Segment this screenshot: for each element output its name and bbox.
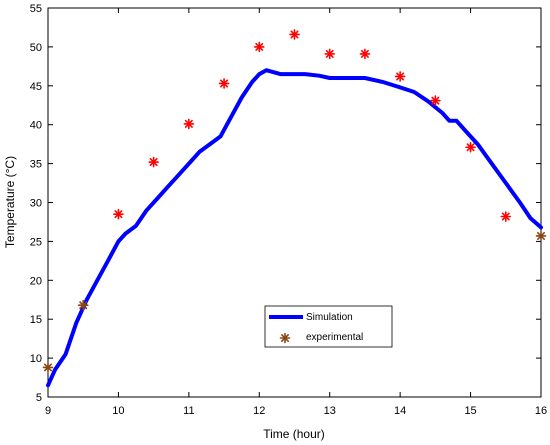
y-tick-label: 35 <box>30 159 42 171</box>
legend-experimental-marker <box>279 332 291 344</box>
y-tick-label: 55 <box>30 3 42 15</box>
legend-experimental-label: experimental <box>306 332 363 343</box>
x-axis: 9 10 11 12 13 14 15 16 <box>45 8 547 417</box>
y-tick-label: 40 <box>30 120 42 132</box>
data-point <box>77 299 89 311</box>
y-tick-label: 10 <box>30 353 42 365</box>
y-axis: 5 10 15 20 25 30 35 40 45 50 55 <box>30 3 541 404</box>
data-point <box>394 71 406 82</box>
y-tick-label: 50 <box>30 42 42 54</box>
data-point <box>465 141 476 153</box>
data-point <box>218 78 230 89</box>
data-point <box>148 156 159 168</box>
data-point <box>324 48 336 60</box>
y-tick-label: 5 <box>36 392 42 404</box>
data-point <box>500 211 512 222</box>
y-tick-label: 20 <box>30 275 42 287</box>
data-point <box>183 118 195 130</box>
x-tick-label: 12 <box>253 405 265 417</box>
x-tick-label: 9 <box>45 405 51 417</box>
data-point <box>359 48 371 60</box>
legend: Simulation experimental <box>264 305 393 348</box>
x-tick-label: 16 <box>535 405 547 417</box>
data-point <box>42 362 54 373</box>
y-tick-label: 30 <box>30 198 42 210</box>
data-point <box>289 29 300 40</box>
y-tick-label: 15 <box>30 314 42 326</box>
legend-simulation-label: Simulation <box>306 312 353 323</box>
data-point <box>279 332 291 344</box>
series-line-simulation <box>46 68 543 388</box>
x-tick-label: 13 <box>324 405 336 417</box>
y-axis-title: Temperature (°C) <box>3 156 17 248</box>
x-tick-label: 10 <box>112 405 124 417</box>
x-tick-label: 15 <box>464 405 476 417</box>
x-tick-label: 11 <box>183 405 194 417</box>
series-layer <box>42 29 547 388</box>
y-tick-label: 25 <box>30 236 42 248</box>
y-tick-label: 45 <box>30 81 42 93</box>
data-point <box>430 95 441 106</box>
data-point <box>535 230 547 242</box>
data-point <box>253 41 265 53</box>
x-axis-title: Time (hour) <box>263 427 325 441</box>
x-tick-label: 14 <box>394 405 406 417</box>
data-point <box>113 208 124 220</box>
